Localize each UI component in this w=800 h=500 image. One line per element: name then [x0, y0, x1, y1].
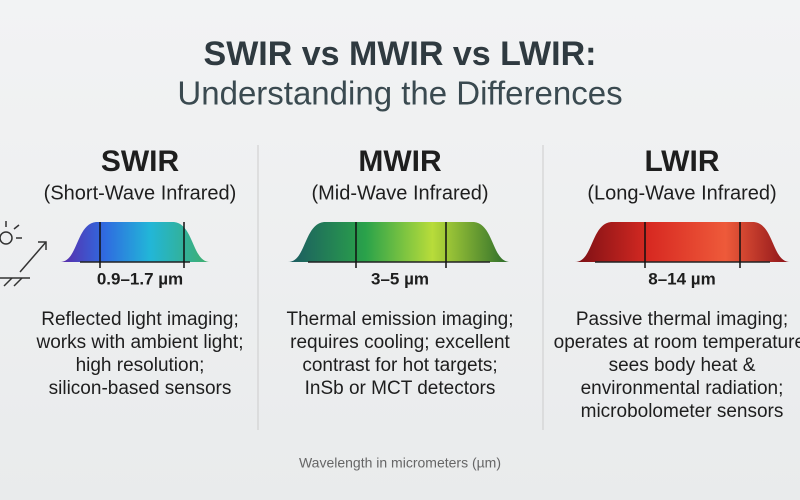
- sun-icon: [0, 221, 47, 287]
- description: operates at room temperature;: [554, 332, 800, 353]
- description: silicon-based sensors: [49, 378, 232, 399]
- band-full-name: (Mid-Wave Infrared): [311, 182, 488, 204]
- range: 0.9–1.7 µm: [97, 269, 183, 288]
- description: high resolution;: [76, 355, 205, 376]
- spectrum: [575, 222, 790, 262]
- description: Passive thermal imaging;: [576, 309, 788, 330]
- band-full-name: (Short-Wave Infrared): [44, 182, 237, 204]
- description: requires cooling; excellent: [290, 332, 510, 353]
- description: works with ambient light;: [36, 332, 244, 353]
- band-name: SWIR: [101, 145, 180, 178]
- subtitle: Understanding the Differences: [177, 75, 622, 112]
- description: InSb or MCT detectors: [305, 378, 496, 399]
- spectrum: [60, 222, 210, 262]
- range: 8–14 µm: [648, 269, 715, 288]
- description: Thermal emission imaging;: [286, 309, 513, 330]
- band-full-name: (Long-Wave Infrared): [587, 182, 776, 204]
- band-name: MWIR: [358, 145, 442, 178]
- spectrum: [288, 222, 510, 262]
- range: 3–5 µm: [371, 269, 429, 288]
- description: contrast for hot targets;: [302, 355, 497, 376]
- description: environmental radiation;: [581, 378, 784, 399]
- footer: Wavelength in micrometers (µm): [299, 455, 501, 471]
- description: sees body heat &: [609, 355, 756, 376]
- band-name: LWIR: [645, 145, 720, 178]
- title: SWIR vs MWIR vs LWIR:: [204, 35, 597, 73]
- description: microbolometer sensors: [581, 401, 784, 422]
- description: Reflected light imaging;: [41, 309, 239, 330]
